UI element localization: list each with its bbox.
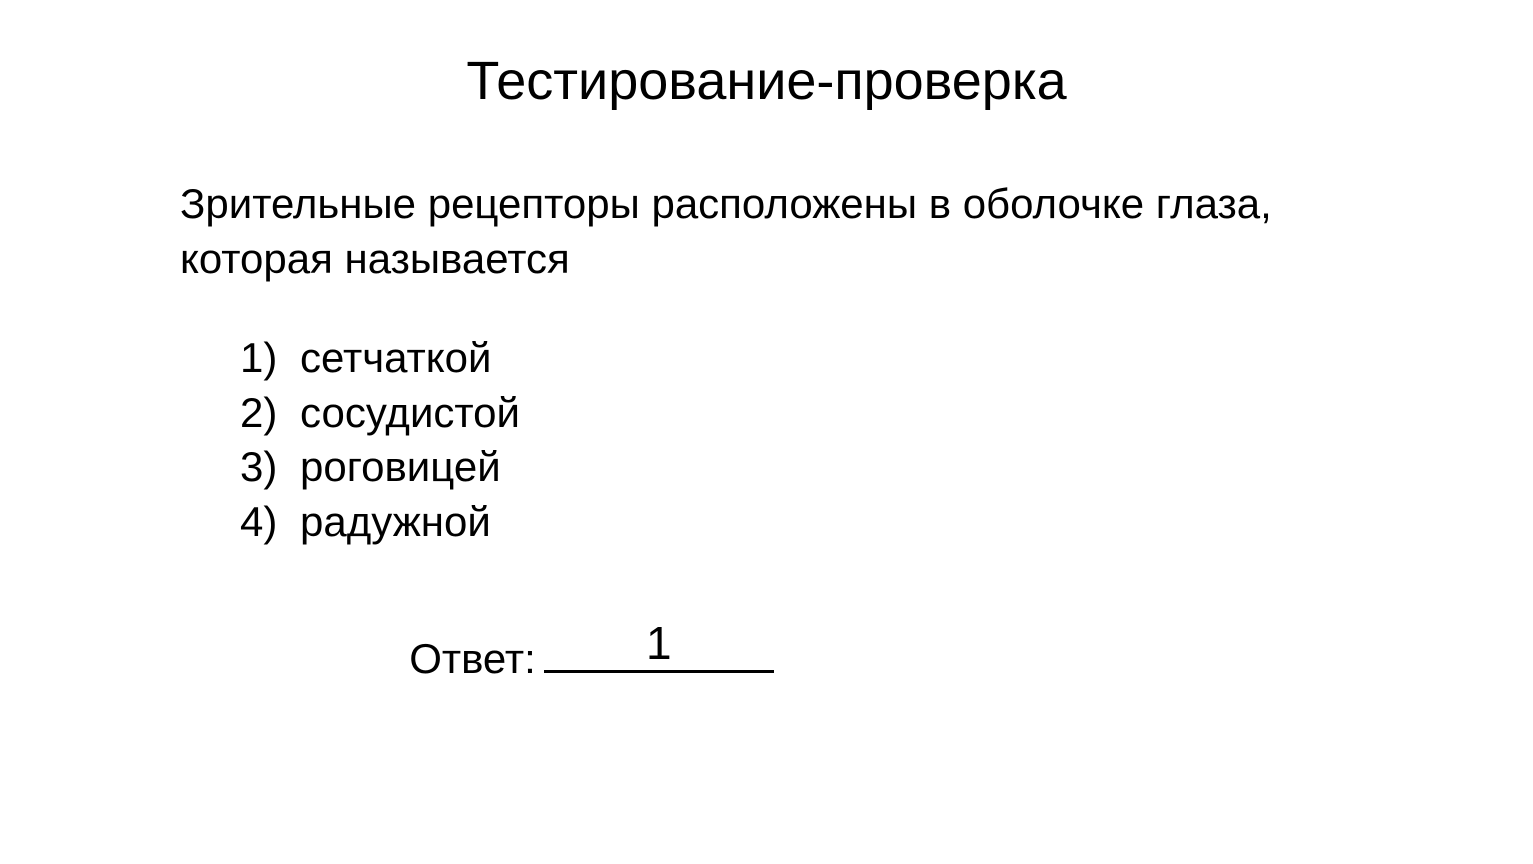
option-item: 4) радужной: [240, 495, 1353, 550]
option-text: роговицей: [300, 440, 501, 495]
option-number: 3): [240, 440, 300, 495]
answer-label: Ответ:: [409, 635, 536, 683]
option-text: сосудистой: [300, 386, 520, 441]
option-text: сетчаткой: [300, 331, 491, 386]
slide-container: Тестирование-проверка Зрительные рецепто…: [0, 0, 1533, 864]
slide-title: Тестирование-проверка: [180, 50, 1353, 112]
question-text: Зрительные рецепторы расположены в оболо…: [180, 177, 1353, 286]
answer-value: 1: [544, 616, 774, 670]
option-item: 2) сосудистой: [240, 386, 1353, 441]
option-item: 3) роговицей: [240, 440, 1353, 495]
option-item: 1) сетчаткой: [240, 331, 1353, 386]
option-text: радужной: [300, 495, 491, 550]
answer-blank: 1: [544, 670, 774, 673]
answer-row: Ответ: 1: [0, 635, 1353, 683]
option-number: 2): [240, 386, 300, 441]
option-number: 1): [240, 331, 300, 386]
option-number: 4): [240, 495, 300, 550]
options-list: 1) сетчаткой 2) сосудистой 3) роговицей …: [240, 331, 1353, 549]
